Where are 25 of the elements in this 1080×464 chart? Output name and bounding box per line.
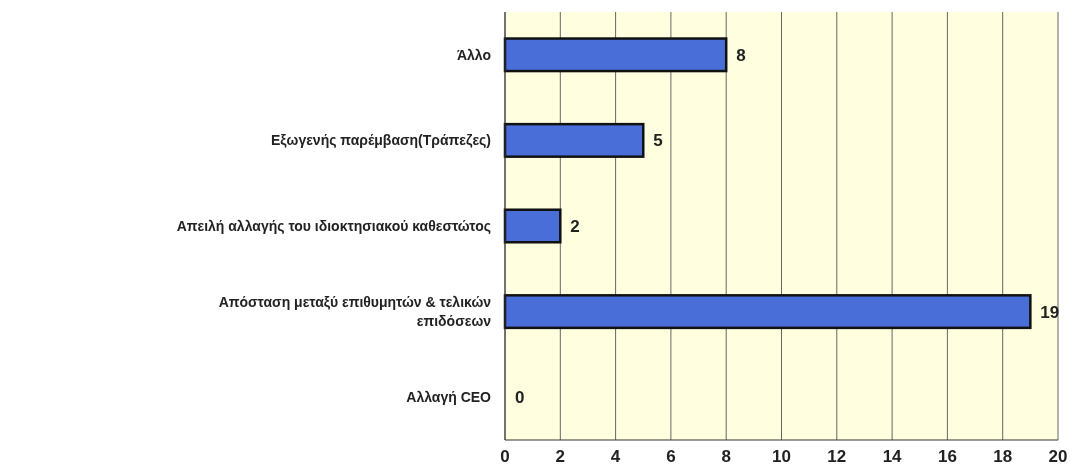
x-tick-label: 0 [500, 447, 510, 464]
x-tick-label: 14 [882, 447, 903, 464]
bar [503, 122, 645, 158]
data-label: 0 [515, 388, 525, 408]
data-label: 5 [653, 131, 663, 151]
bar [503, 294, 1032, 330]
y-tick-label: Αλλαγή CEO [406, 389, 492, 406]
x-tick-label: 20 [1048, 447, 1068, 464]
data-label: 8 [736, 45, 746, 65]
x-tick-label: 4 [610, 447, 621, 464]
x-tick-label: 12 [827, 447, 847, 464]
y-tick-label: Απόσταση μεταξύ επιθυμητών & τελικών επιδόσεων [218, 293, 492, 330]
bar [503, 37, 728, 73]
bar [503, 208, 562, 244]
x-tick-label: 18 [993, 447, 1013, 464]
x-tick-label: 16 [937, 447, 957, 464]
y-tick-label: Εξωγενής παρέμβαση(Τράπεζες) [271, 132, 491, 149]
y-tick-label: Απειλή αλλαγής του ιδιοκτησιακού καθεστώτος [176, 217, 491, 234]
y-tick-label: Άλλο [456, 46, 491, 63]
x-tick-label: 8 [721, 447, 731, 464]
x-tick-label: 10 [772, 447, 791, 464]
data-label: 19 [1040, 302, 1060, 322]
data-label: 2 [570, 216, 580, 236]
x-tick-label: 2 [555, 447, 566, 464]
x-tick-label: 6 [666, 447, 676, 464]
